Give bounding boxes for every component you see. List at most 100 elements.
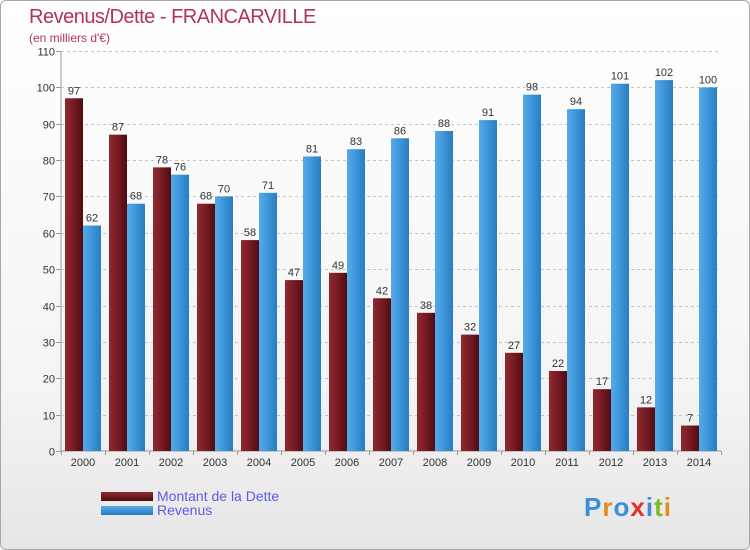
debt-value-label-2010: 27 xyxy=(508,340,520,352)
logo-letter: i xyxy=(663,492,672,522)
revenue-bar-2005 xyxy=(303,156,321,452)
y-tick-label: 90 xyxy=(43,120,55,132)
y-tick-label: 30 xyxy=(43,338,55,350)
debt-value-label-2009: 32 xyxy=(464,322,476,334)
debt-bar-2012 xyxy=(593,389,611,451)
revenue-bar-2010 xyxy=(523,94,541,452)
x-tick-label-2011: 2011 xyxy=(555,457,579,469)
legend-swatch-revenue xyxy=(101,505,153,515)
logo-letter: i xyxy=(645,492,655,522)
x-tick-label-2006: 2006 xyxy=(335,457,359,469)
x-tick-label-2014: 2014 xyxy=(687,457,711,469)
revenue-value-label-2014: 100 xyxy=(699,74,717,86)
y-tick-label: 20 xyxy=(43,374,55,386)
x-tick-label-2012: 2012 xyxy=(599,457,623,469)
revenue-value-label-2012: 101 xyxy=(611,71,629,83)
revenue-value-label-2006: 83 xyxy=(350,136,362,148)
debt-bar-2010 xyxy=(505,352,523,451)
revenue-value-label-2003: 70 xyxy=(218,183,230,195)
y-tick-label: 70 xyxy=(43,192,55,204)
revenue-value-label-2007: 86 xyxy=(394,125,406,137)
debt-bar-2009 xyxy=(461,334,479,451)
logo-letter: t xyxy=(654,492,664,522)
logo-letter: P xyxy=(584,492,603,522)
chart-title: Revenus/Dette - FRANCARVILLE xyxy=(29,6,316,28)
debt-value-label-2001: 87 xyxy=(112,122,124,134)
revenue-bar-2001 xyxy=(127,203,145,451)
legend-label-revenue: Revenus xyxy=(157,502,213,518)
x-tick-label-2007: 2007 xyxy=(379,457,403,469)
revenue-value-label-2011: 94 xyxy=(570,96,582,108)
x-tick-label-2003: 2003 xyxy=(203,457,227,469)
legend-label-debt: Montant de la Dette xyxy=(157,488,280,504)
revenue-value-label-2000: 62 xyxy=(86,213,98,225)
x-tick-label-2005: 2005 xyxy=(291,457,315,469)
debt-value-label-2005: 47 xyxy=(288,267,300,279)
debt-value-label-2004: 58 xyxy=(244,227,256,239)
debt-value-label-2008: 38 xyxy=(420,300,432,312)
debt-bar-2004 xyxy=(241,240,259,451)
legend-item-revenue: Revenus xyxy=(101,502,213,518)
debt-bar-2007 xyxy=(373,298,391,451)
y-tick-label: 50 xyxy=(43,265,55,277)
x-tick-label-2001: 2001 xyxy=(115,457,139,469)
debt-bar-2000 xyxy=(65,98,83,451)
debt-bar-2013 xyxy=(637,407,655,451)
debt-bar-2001 xyxy=(109,134,127,452)
debt-value-label-2012: 17 xyxy=(596,376,608,388)
debt-value-label-2014: 7 xyxy=(687,413,693,425)
y-tick-label: 40 xyxy=(43,302,55,314)
revenue-bar-2007 xyxy=(391,138,409,452)
revenue-bar-2008 xyxy=(435,131,453,451)
y-tick-label: 110 xyxy=(37,47,55,59)
debt-value-label-2006: 49 xyxy=(332,260,344,272)
debt-bar-2002 xyxy=(153,167,171,451)
logo-letter: o xyxy=(613,492,631,522)
revenue-bar-2003 xyxy=(215,196,233,451)
proxiti-logo: Proxiti xyxy=(584,492,672,523)
legend-swatch-debt xyxy=(101,491,153,501)
debt-bar-2014 xyxy=(681,425,699,451)
debt-bar-2008 xyxy=(417,312,435,451)
x-tick-label-2008: 2008 xyxy=(423,457,447,469)
revenue-bar-2009 xyxy=(479,120,497,451)
debt-bar-2011 xyxy=(549,371,567,451)
revenue-bar-2006 xyxy=(347,149,365,451)
x-tick-label-2009: 2009 xyxy=(467,457,491,469)
debt-value-label-2002: 78 xyxy=(156,154,168,166)
debt-value-label-2000: 97 xyxy=(68,85,80,97)
debt-value-label-2007: 42 xyxy=(376,285,388,297)
logo-letter: x xyxy=(630,492,646,522)
revenue-bar-2002 xyxy=(171,174,189,452)
revenue-value-label-2002: 76 xyxy=(174,162,186,174)
y-tick-label: 80 xyxy=(43,156,55,168)
revenue-value-label-2010: 98 xyxy=(526,82,538,94)
x-tick-label-2004: 2004 xyxy=(247,457,271,469)
x-tick-label-2010: 2010 xyxy=(511,457,535,469)
x-tick-label-2013: 2013 xyxy=(643,457,667,469)
revenue-bar-2000 xyxy=(83,225,101,451)
legend-item-debt: Montant de la Dette xyxy=(101,488,280,504)
debt-bar-2006 xyxy=(329,272,347,451)
revenue-value-label-2001: 68 xyxy=(130,191,142,203)
revenue-bar-2012 xyxy=(611,83,629,452)
y-tick-label: 60 xyxy=(43,229,55,241)
debt-value-label-2011: 22 xyxy=(552,358,564,370)
y-tick-label: 100 xyxy=(37,83,55,95)
y-tick-label: 10 xyxy=(43,411,55,423)
debt-bar-2005 xyxy=(285,280,303,451)
revenue-bar-2004 xyxy=(259,192,277,451)
revenue-value-label-2004: 71 xyxy=(262,180,274,192)
revenue-bar-2013 xyxy=(655,80,673,451)
x-tick-label-2000: 2000 xyxy=(71,457,95,469)
revenue-value-label-2005: 81 xyxy=(306,143,318,155)
revenue-bar-2011 xyxy=(567,109,585,451)
x-tick-label-2002: 2002 xyxy=(159,457,183,469)
revenue-value-label-2013: 102 xyxy=(655,67,673,79)
y-tick-label: 0 xyxy=(49,447,55,459)
revenue-bar-2014 xyxy=(699,87,717,451)
revenue-value-label-2009: 91 xyxy=(482,107,494,119)
chart-subtitle: (en milliers d'€) xyxy=(29,31,110,45)
